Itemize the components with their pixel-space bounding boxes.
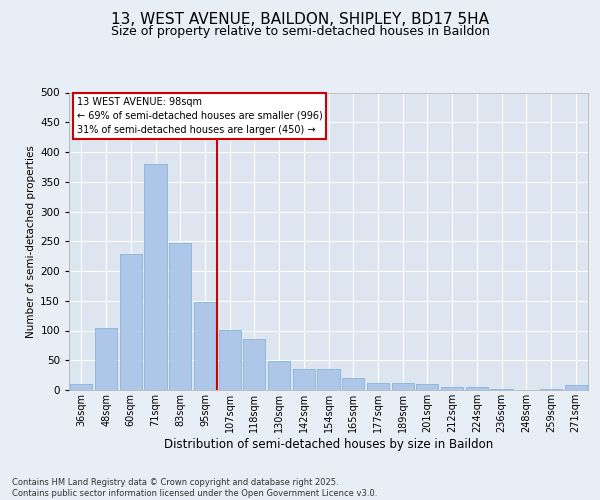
Bar [317, 368, 340, 390]
Bar [194, 302, 216, 390]
Text: Contains HM Land Registry data © Crown copyright and database right 2025.
Contai: Contains HM Land Registry data © Crown c… [12, 478, 377, 498]
Bar [466, 387, 488, 390]
X-axis label: Distribution of semi-detached houses by size in Baildon: Distribution of semi-detached houses by … [164, 438, 493, 450]
Bar [70, 384, 92, 390]
Text: 13, WEST AVENUE, BAILDON, SHIPLEY, BD17 5HA: 13, WEST AVENUE, BAILDON, SHIPLEY, BD17 … [111, 12, 489, 28]
Text: Size of property relative to semi-detached houses in Baildon: Size of property relative to semi-detach… [110, 25, 490, 38]
Y-axis label: Number of semi-detached properties: Number of semi-detached properties [26, 145, 36, 338]
Bar [367, 383, 389, 390]
Bar [416, 384, 439, 390]
Bar [342, 378, 364, 390]
Bar [95, 328, 117, 390]
Bar [218, 330, 241, 390]
Bar [565, 385, 587, 390]
Text: 13 WEST AVENUE: 98sqm
← 69% of semi-detached houses are smaller (996)
31% of sem: 13 WEST AVENUE: 98sqm ← 69% of semi-deta… [77, 97, 323, 135]
Bar [145, 164, 167, 390]
Bar [441, 387, 463, 390]
Bar [268, 362, 290, 390]
Bar [392, 383, 414, 390]
Bar [293, 368, 315, 390]
Bar [540, 389, 562, 390]
Bar [490, 389, 512, 390]
Bar [119, 254, 142, 390]
Bar [169, 243, 191, 390]
Bar [243, 340, 265, 390]
